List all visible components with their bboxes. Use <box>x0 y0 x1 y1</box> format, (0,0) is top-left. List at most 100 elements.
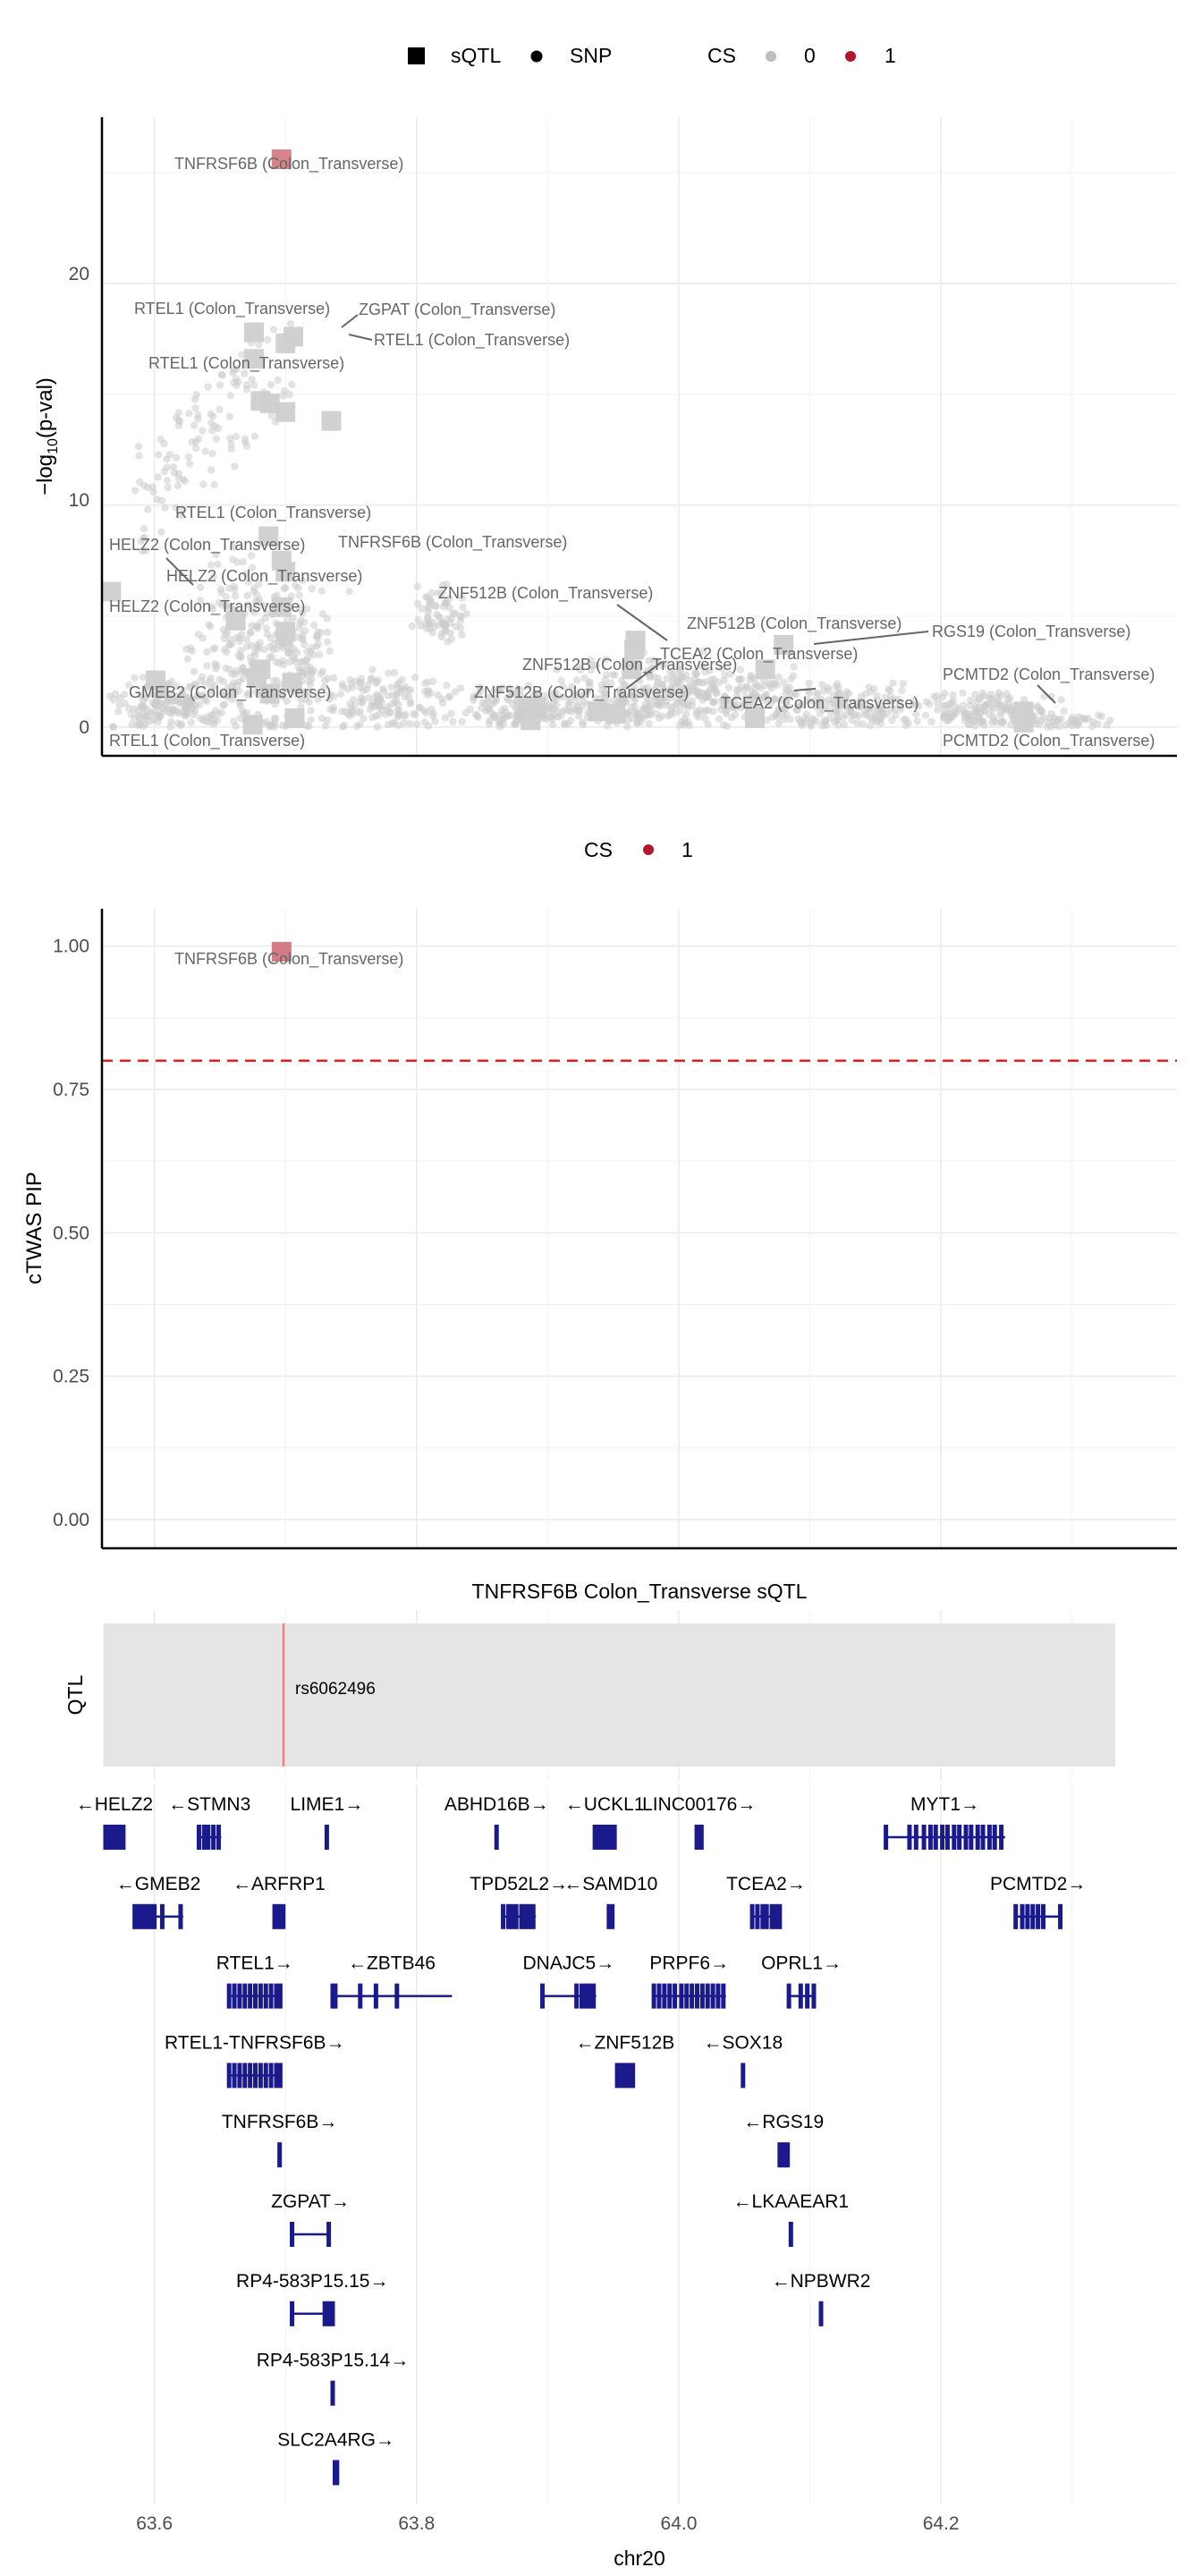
snp-point <box>558 692 566 701</box>
snp-point <box>546 700 554 709</box>
legend-snp-label: SNP <box>570 44 612 67</box>
gene-label: PCMTD2→ <box>990 1874 1086 1894</box>
snp-point <box>813 689 821 697</box>
snp-point <box>131 487 140 495</box>
gene-exon <box>940 1825 945 1850</box>
snp-point <box>140 525 148 533</box>
gene-body <box>741 2063 746 2089</box>
snp-point <box>699 648 707 656</box>
snp-point <box>232 432 241 441</box>
gene-exon <box>242 2063 248 2089</box>
snp-point <box>157 436 165 444</box>
label-leader-line <box>813 631 929 645</box>
snp-point <box>689 682 698 691</box>
legend-snp-circle-icon <box>530 50 543 63</box>
snp-point <box>144 505 152 513</box>
snp-point <box>365 694 373 702</box>
snp-point <box>445 595 453 603</box>
label-leader-line <box>165 557 194 586</box>
gene-exon <box>907 1825 912 1850</box>
snp-point <box>195 700 204 708</box>
gene-exon <box>969 1825 974 1850</box>
snp-point <box>575 712 583 720</box>
gene-exon <box>232 1983 237 2009</box>
snp-point <box>989 696 997 704</box>
gene-exon <box>159 1903 165 1929</box>
gene-exon <box>656 1983 662 2009</box>
snp-point <box>704 720 712 729</box>
gene-exon <box>237 1983 242 2009</box>
gene-exon <box>152 1903 157 1929</box>
gene-exon <box>268 1983 274 2009</box>
snp-point <box>886 692 894 700</box>
snp-point <box>185 460 194 468</box>
snp-point <box>255 580 263 589</box>
gene-exon <box>690 1983 695 2009</box>
snp-point <box>567 716 575 724</box>
snp-point <box>269 326 278 334</box>
sqtl-point-label: RTEL1 (Colon_Transverse) <box>134 300 330 318</box>
pip-y-tick: 0.25 <box>53 1367 89 1387</box>
snp-point <box>139 547 147 555</box>
snp-point <box>194 415 202 423</box>
gene-exon <box>631 2063 636 2089</box>
snp-point <box>246 653 255 662</box>
snp-point <box>975 694 983 703</box>
snp-point <box>309 621 318 630</box>
snp-point <box>256 639 265 647</box>
snp-point <box>109 723 118 731</box>
snp-point <box>754 682 762 691</box>
snp-point <box>676 707 684 715</box>
snp-point <box>255 340 263 349</box>
snp-point <box>603 722 612 730</box>
snp-point <box>140 534 148 542</box>
gene-label: TCEA2→ <box>726 1874 806 1894</box>
sqtl-point-label: TCEA2 (Colon_Transverse) <box>721 694 918 713</box>
snp-point <box>806 689 814 697</box>
snp-point <box>155 451 163 459</box>
gene-exon <box>975 1825 980 1850</box>
snp-point <box>1020 695 1028 703</box>
gene-label: ←GMEB2 <box>116 1874 201 1894</box>
snp-point <box>840 721 849 729</box>
gene-exon <box>510 1903 515 1929</box>
snp-point <box>316 650 324 658</box>
snp-point <box>250 432 259 440</box>
snp-point <box>190 680 199 689</box>
snp-point <box>207 561 216 569</box>
snp-point <box>846 708 855 716</box>
snp-point <box>360 714 368 723</box>
label-leader-line <box>793 688 817 691</box>
snp-point <box>780 705 788 713</box>
gene-exon <box>326 2301 332 2326</box>
gene-label: LIME1→ <box>291 1794 364 1815</box>
snp-point <box>427 705 436 714</box>
snp-point <box>859 720 867 728</box>
snp-point <box>711 698 719 706</box>
snp-point <box>395 707 403 715</box>
sqtl-point-label: TNFRSF6B (Colon_Transverse) <box>174 155 403 174</box>
sqtl-point-label: RTEL1 (Colon_Transverse) <box>175 504 371 522</box>
snp-point <box>231 592 240 600</box>
sqtl-point <box>284 708 305 728</box>
snp-point <box>816 702 825 710</box>
snp-point <box>585 679 593 687</box>
snp-point <box>966 696 975 705</box>
snp-point <box>191 437 200 446</box>
snp-point <box>222 664 230 673</box>
snp-point <box>177 511 185 520</box>
snp-point <box>949 691 957 699</box>
gene-exon <box>662 1983 667 2009</box>
gene-models: ←HELZ2 ←STMN3 LIME1→ ABHD16B→ ←UCKL1LINC0017… <box>76 1794 1086 2486</box>
snp-point <box>139 691 147 699</box>
gene-exon <box>326 2222 332 2247</box>
snp-point <box>191 444 200 453</box>
snp-point <box>408 622 416 631</box>
snp-point <box>131 714 139 723</box>
snp-point <box>268 721 276 729</box>
snp-point <box>645 720 653 728</box>
sqtl-point <box>622 659 642 680</box>
snp-point <box>741 700 749 709</box>
snp-point <box>876 716 885 724</box>
snp-point <box>201 447 209 455</box>
